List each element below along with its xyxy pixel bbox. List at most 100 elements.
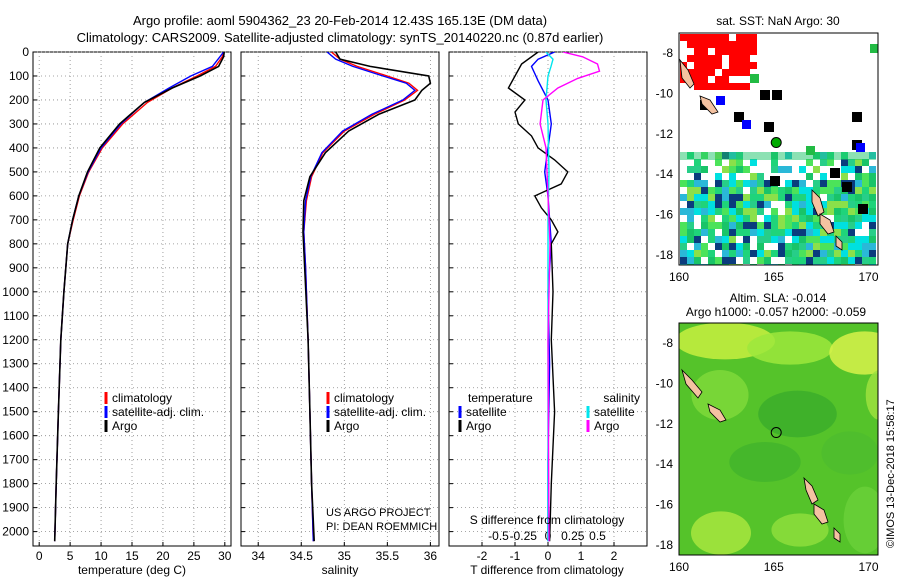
- sst-cell: [708, 34, 715, 41]
- figure-title-line2: Climatology: CARS2009. Satellite-adjuste…: [77, 30, 604, 45]
- sst-cell: [834, 208, 841, 215]
- sst-cell: [827, 201, 834, 208]
- sst-cell: [834, 201, 841, 208]
- sst-cell: [785, 180, 792, 187]
- sst-cell: [778, 201, 785, 208]
- sst-cell: [855, 250, 862, 257]
- sst-cell: [694, 229, 701, 236]
- sst-cell: [715, 76, 722, 83]
- depth-tick-label: 500: [9, 165, 29, 179]
- sst-cell: [806, 250, 813, 257]
- sst-map-body: [679, 33, 878, 265]
- sst-cell: [813, 229, 820, 236]
- sst-cell: [771, 215, 778, 222]
- lat-tick-label: -10: [656, 377, 674, 391]
- sst-cell: [694, 159, 701, 166]
- sst-cell: [813, 215, 820, 222]
- sst-cell: [729, 69, 736, 76]
- lat-tick-label: -12: [656, 417, 674, 431]
- legend-t-satellite-label: satellite: [466, 405, 507, 419]
- sst-cell: [729, 194, 736, 201]
- sst-cell: [778, 194, 785, 201]
- sst-cell: [869, 215, 876, 222]
- sst-cell: [806, 243, 813, 250]
- island-shape: [707, 403, 727, 423]
- sst-cell: [715, 243, 722, 250]
- sst-cell: [778, 166, 785, 173]
- sst-cell: [771, 166, 778, 173]
- sst-cell: [799, 257, 806, 264]
- sst-cell: [729, 187, 736, 194]
- sst-cell: [729, 215, 736, 222]
- sst-cell: [799, 194, 806, 201]
- sst-cell: [680, 236, 687, 243]
- sst-cell: [862, 250, 869, 257]
- sst-cell: [862, 159, 869, 166]
- sst-cell: [729, 55, 736, 62]
- sla-field-patch: [843, 486, 878, 554]
- sst-cell: [715, 173, 722, 180]
- sst-cell: [813, 222, 820, 229]
- sla-field-patch: [821, 431, 878, 475]
- sst-cell: [743, 180, 750, 187]
- sst-cell: [799, 187, 806, 194]
- sst-cell: [855, 180, 862, 187]
- sst-cell: [729, 180, 736, 187]
- sst-cell: [743, 62, 750, 69]
- sst-cell: [778, 257, 785, 264]
- difference-grid: [449, 51, 647, 546]
- sst-cell: [841, 194, 848, 201]
- sst-cell: [694, 194, 701, 201]
- island-shape: [803, 476, 819, 505]
- sst-cell: [799, 236, 806, 243]
- sst-cell: [736, 69, 743, 76]
- series-line-t-satellite: [530, 52, 555, 542]
- sst-cell: [869, 250, 876, 257]
- depth-tick-label: 1200: [2, 333, 29, 347]
- x-tick-label: 2: [611, 549, 618, 563]
- sst-cell: [736, 194, 743, 201]
- sst-cell: [827, 187, 834, 194]
- sst-cell: [834, 215, 841, 222]
- sst-cell: [750, 62, 757, 69]
- lat-tick-label: -18: [656, 248, 674, 262]
- sst-cell: [799, 243, 806, 250]
- depth-tick-label: 0: [22, 45, 29, 59]
- sst-cell: [715, 257, 722, 264]
- sst-cell: [778, 229, 785, 236]
- sla-field-patch: [729, 442, 801, 482]
- temperature-panel: 0100200300400500600700800900100011001200…: [2, 45, 232, 577]
- sst-cell: [820, 236, 827, 243]
- sst-cell: [750, 173, 757, 180]
- sst-cell: [764, 215, 771, 222]
- sst-cell: [750, 159, 757, 166]
- island-shape: [813, 503, 829, 525]
- sst-cell: [771, 236, 778, 243]
- sst-cell: [855, 173, 862, 180]
- sst-cell: [778, 222, 785, 229]
- sst-cell: [848, 257, 855, 264]
- sst-cell: [834, 250, 841, 257]
- x-tick-label: 20: [156, 549, 170, 563]
- sst-cell: [869, 257, 876, 264]
- sst-cell: [855, 194, 862, 201]
- temperature-grid: [33, 51, 231, 546]
- sst-cell: [736, 257, 743, 264]
- argo-float-marker: [764, 122, 774, 132]
- sst-cell: [694, 215, 701, 222]
- sst-cell: [820, 180, 827, 187]
- sst-cell: [729, 257, 736, 264]
- sst-cell: [757, 250, 764, 257]
- sst-cell: [750, 201, 757, 208]
- sst-cell: [827, 194, 834, 201]
- sst-cell: [694, 41, 701, 48]
- sst-cell: [771, 208, 778, 215]
- credit-line2: PI: DEAN ROEMMICH: [326, 521, 437, 533]
- sst-cell: [743, 187, 750, 194]
- sst-cell: [687, 250, 694, 257]
- sst-cell: [820, 250, 827, 257]
- sst-cell: [841, 250, 848, 257]
- sst-cell: [694, 48, 701, 55]
- sst-cell: [757, 257, 764, 264]
- sst-cell: [764, 180, 771, 187]
